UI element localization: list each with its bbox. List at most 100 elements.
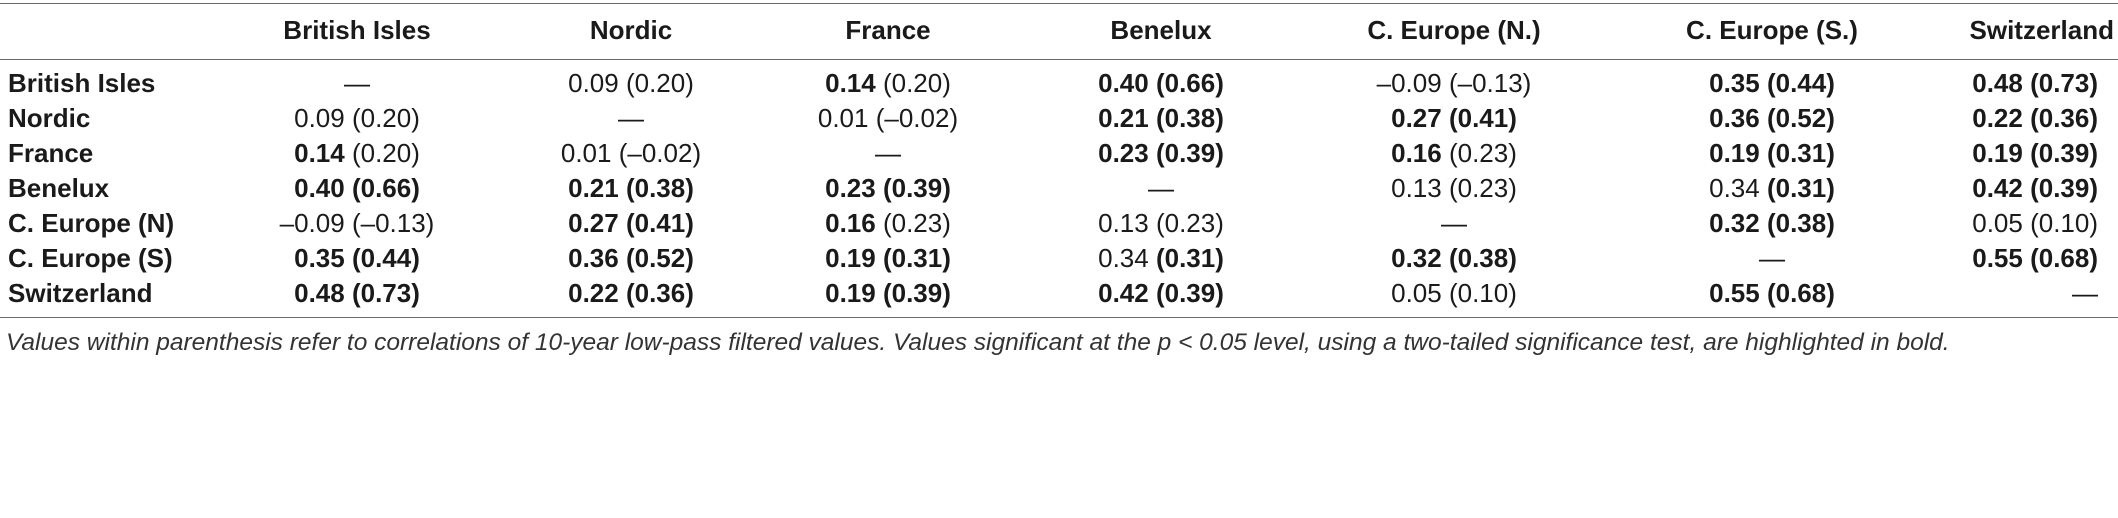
column-header: Switzerland bbox=[1969, 14, 2114, 45]
row-label: Nordic bbox=[8, 103, 91, 133]
table-cell: 0.14 (0.20) bbox=[760, 60, 1016, 101]
cell-value: — bbox=[1441, 208, 1467, 238]
cell-value: 0.16 bbox=[825, 208, 876, 238]
row-label: C. Europe (S) bbox=[8, 243, 173, 273]
cell-filtered-value: (0.20) bbox=[882, 68, 951, 98]
table-cell: — bbox=[212, 60, 502, 101]
table-cell: 0.32 (0.38) bbox=[1306, 241, 1602, 276]
table-cell: 0.36 (0.52) bbox=[502, 241, 760, 276]
cell-value: 0.48 bbox=[1972, 68, 2023, 98]
cell-value: 0.14 bbox=[825, 68, 876, 98]
cell-value: — bbox=[1759, 243, 1785, 273]
cell-filtered-value: (0.39) bbox=[1155, 138, 1224, 168]
cell-value: 0.23 bbox=[1098, 138, 1149, 168]
cell-value: 0.27 bbox=[568, 208, 619, 238]
cell-filtered-value: (0.10) bbox=[2030, 208, 2098, 238]
table-row: France 0.14 (0.20) 0.01 (–0.02) —0.23 (0.39… bbox=[0, 136, 2118, 171]
correlation-table: British Isles Nordic France Benelux C. E… bbox=[0, 14, 2118, 311]
cell-value: 0.27 bbox=[1391, 103, 1442, 133]
table-cell: 0.19 (0.39) bbox=[760, 276, 1016, 311]
table-row: Benelux 0.40 (0.66) 0.21 (0.38) 0.23 (0.39)… bbox=[0, 171, 2118, 206]
cell-filtered-value: (0.39) bbox=[882, 278, 951, 308]
cell-value: 0.23 bbox=[825, 173, 876, 203]
table-cell: 0.23 (0.39) bbox=[1016, 136, 1306, 171]
table-cell: — bbox=[1306, 206, 1602, 241]
cell-value: — bbox=[618, 103, 644, 133]
cell-filtered-value: (0.31) bbox=[1766, 173, 1835, 203]
table-cell: 0.19 (0.39) bbox=[1902, 136, 2118, 171]
cell-value: 0.19 bbox=[1972, 138, 2023, 168]
cell-filtered-value: (0.38) bbox=[625, 173, 694, 203]
cell-value: 0.36 bbox=[568, 243, 619, 273]
table-row: British Isles —0.09 (0.20) 0.14 (0.20) 0.40… bbox=[0, 60, 2118, 101]
cell-value: 0.40 bbox=[294, 173, 345, 203]
cell-value: — bbox=[1148, 173, 1174, 203]
table-row: Switzerland 0.48 (0.73) 0.22 (0.36) 0.19 (0… bbox=[0, 276, 2118, 311]
table-cell: 0.32 (0.38) bbox=[1602, 206, 1902, 241]
table-cell: 0.16 (0.23) bbox=[1306, 136, 1602, 171]
table-bottom-rule bbox=[0, 317, 2118, 318]
cell-filtered-value: (0.44) bbox=[1766, 68, 1835, 98]
table-cell: 0.55 (0.68) bbox=[1902, 241, 2118, 276]
table-cell: 0.34 (0.31) bbox=[1602, 171, 1902, 206]
table-row: C. Europe (N) –0.09 (–0.13) 0.27 (0.41) 0.1… bbox=[0, 206, 2118, 241]
cell-value: 0.32 bbox=[1391, 243, 1442, 273]
table-cell: 0.09 (0.20) bbox=[502, 60, 760, 101]
cell-value: –0.09 bbox=[279, 208, 345, 238]
cell-value: 0.09 bbox=[294, 103, 345, 133]
table-cell: 0.22 (0.36) bbox=[1902, 101, 2118, 136]
table-cell: 0.40 (0.66) bbox=[212, 171, 502, 206]
table-cell: –0.09 (–0.13) bbox=[1306, 60, 1602, 101]
cell-filtered-value: (0.23) bbox=[1155, 208, 1224, 238]
column-header: C. Europe (S.) bbox=[1686, 14, 1858, 45]
cell-value: 0.19 bbox=[825, 278, 876, 308]
cell-value: 0.35 bbox=[294, 243, 345, 273]
cell-value: 0.35 bbox=[1709, 68, 1760, 98]
cell-filtered-value: (0.41) bbox=[1448, 103, 1517, 133]
table-row: Nordic 0.09 (0.20) —0.01 (–0.02) 0.21 (0.38… bbox=[0, 101, 2118, 136]
table-cell: 0.40 (0.66) bbox=[1016, 60, 1306, 101]
table-cell: –0.09 (–0.13) bbox=[212, 206, 502, 241]
cell-value: 0.13 bbox=[1391, 173, 1442, 203]
cell-value: 0.21 bbox=[1098, 103, 1149, 133]
column-header: C. Europe (N.) bbox=[1367, 14, 1541, 45]
table-cell: — bbox=[1602, 241, 1902, 276]
row-label: C. Europe (N) bbox=[8, 208, 175, 238]
cell-filtered-value: (0.39) bbox=[1155, 278, 1224, 308]
table-header-rule bbox=[0, 59, 2118, 60]
row-label: Benelux bbox=[8, 173, 110, 203]
cell-value: –0.09 bbox=[1376, 68, 1442, 98]
cell-filtered-value: (0.36) bbox=[2030, 103, 2098, 133]
cell-filtered-value: (0.73) bbox=[351, 278, 420, 308]
table-cell: 0.36 (0.52) bbox=[1602, 101, 1902, 136]
cell-filtered-value: (0.31) bbox=[882, 243, 951, 273]
cell-value: 0.32 bbox=[1709, 208, 1760, 238]
table-cell: — bbox=[1902, 276, 2118, 311]
column-header: British Isles bbox=[283, 14, 431, 45]
cell-filtered-value: (–0.02) bbox=[875, 103, 959, 133]
cell-value: 0.48 bbox=[294, 278, 345, 308]
cell-value: 0.19 bbox=[825, 243, 876, 273]
cell-filtered-value: (0.20) bbox=[625, 68, 694, 98]
table-cell: 0.13 (0.23) bbox=[1306, 171, 1602, 206]
table-cell: 0.16 (0.23) bbox=[760, 206, 1016, 241]
table-row: C. Europe (S) 0.35 (0.44) 0.36 (0.52) 0.19 … bbox=[0, 241, 2118, 276]
cell-filtered-value: (0.66) bbox=[351, 173, 420, 203]
cell-value: 0.36 bbox=[1709, 103, 1760, 133]
cell-value: — bbox=[344, 68, 370, 98]
table-cell: 0.48 (0.73) bbox=[212, 276, 502, 311]
table-cell: — bbox=[1016, 171, 1306, 206]
cell-filtered-value: (–0.13) bbox=[1448, 68, 1532, 98]
cell-value: 0.16 bbox=[1391, 138, 1442, 168]
cell-filtered-value: (0.52) bbox=[1766, 103, 1835, 133]
cell-filtered-value: (0.73) bbox=[2030, 68, 2098, 98]
table-top-rule bbox=[0, 3, 2118, 4]
table-cell: 0.34 (0.31) bbox=[1016, 241, 1306, 276]
cell-filtered-value: (0.66) bbox=[1155, 68, 1224, 98]
table-cell: 0.19 (0.31) bbox=[1602, 136, 1902, 171]
cell-filtered-value: (0.23) bbox=[1448, 138, 1517, 168]
cell-value: 0.34 bbox=[1709, 173, 1760, 203]
table-cell: 0.14 (0.20) bbox=[212, 136, 502, 171]
table-cell: 0.21 (0.38) bbox=[1016, 101, 1306, 136]
table-cell: 0.42 (0.39) bbox=[1902, 171, 2118, 206]
